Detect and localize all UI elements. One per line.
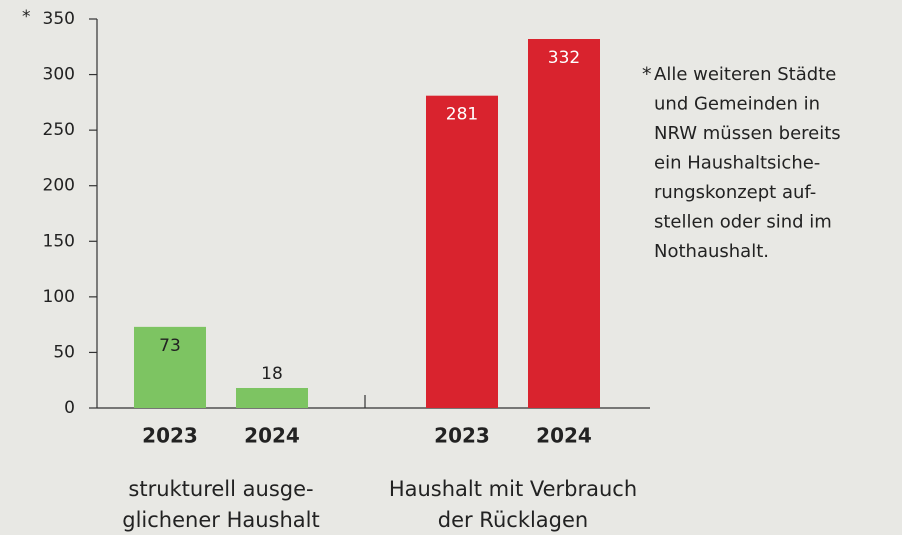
y-tick-label: 50 xyxy=(53,342,75,362)
annotation-line: Alle weiteren Städte xyxy=(654,64,836,85)
y-tick-label: 200 xyxy=(43,176,75,196)
group-label: Haushalt mit Verbrauch xyxy=(389,477,637,501)
bar xyxy=(426,95,498,408)
bar xyxy=(134,326,206,408)
annotation-line: ein Haushaltsiche- xyxy=(654,153,820,174)
annotation-line: Nothaushalt. xyxy=(654,241,769,262)
x-tick-label: 2023 xyxy=(142,424,198,448)
value-label: 281 xyxy=(446,105,478,125)
y-tick-label: 150 xyxy=(43,231,75,251)
y-tick-label: 0 xyxy=(64,398,75,418)
value-label: 73 xyxy=(159,336,181,356)
x-tick-label: 2023 xyxy=(434,424,490,448)
group-label: glichener Haushalt xyxy=(122,508,319,532)
y-tick-label: 350 xyxy=(43,9,75,29)
annotation-line: stellen oder sind im xyxy=(654,212,832,233)
annotation-line: NRW müssen bereits xyxy=(654,123,841,144)
bar xyxy=(528,39,600,409)
y-axis-marker: * xyxy=(22,7,31,27)
group-label: strukturell ausge- xyxy=(128,477,313,501)
value-label: 18 xyxy=(261,364,283,384)
group-label: der Rücklagen xyxy=(438,508,589,532)
x-tick-label: 2024 xyxy=(244,424,300,448)
y-tick-label: 250 xyxy=(43,120,75,140)
bar xyxy=(236,387,308,408)
annotation-line: und Gemeinden in xyxy=(654,94,820,115)
y-tick-label: 100 xyxy=(43,287,75,307)
annotation-marker: * xyxy=(642,64,652,86)
value-label: 332 xyxy=(548,48,580,68)
y-tick-label: 300 xyxy=(43,65,75,85)
x-tick-label: 2024 xyxy=(536,424,592,448)
annotation-line: rungskonzept auf- xyxy=(654,182,816,203)
